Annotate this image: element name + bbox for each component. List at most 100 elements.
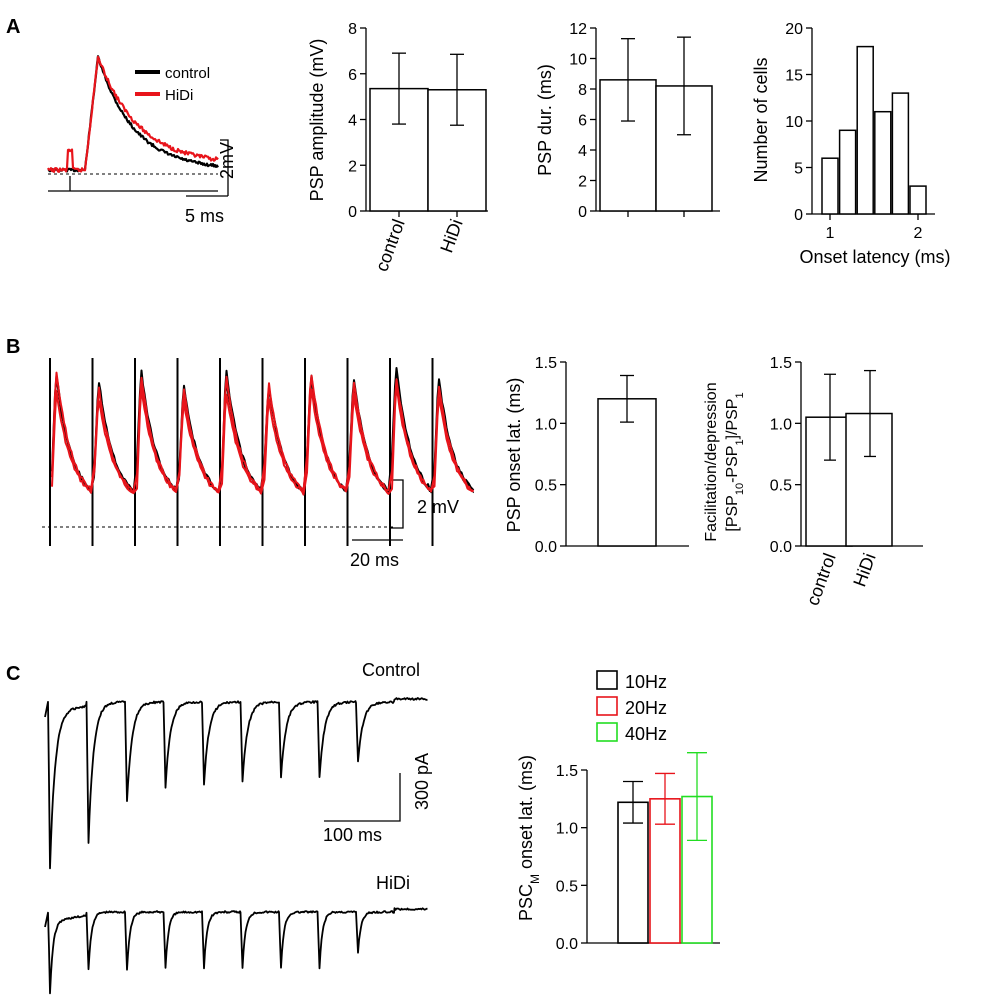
legend-control-label: control [165, 65, 210, 82]
y-tick-label: 6 [348, 67, 357, 84]
y-tick-label: 8 [348, 21, 357, 38]
facil-ylabel-part: 1 [734, 392, 746, 398]
chart-psp-duration: 0 2 4 6 8 10 12 PSP dur. (ms) [535, 21, 720, 221]
chart-facilitation-depression: 0.0 0.5 1.0 1.5 control HiDi [770, 355, 923, 608]
legend-label: 20Hz [625, 698, 667, 718]
bar [805, 416, 853, 547]
panel-label-c: C [6, 663, 20, 685]
trace-c-hidi-title: HiDi [376, 873, 410, 893]
y-tick-label: 5 [794, 161, 803, 178]
bar [845, 412, 893, 547]
y-tick-label: 10 [569, 52, 587, 69]
y-tick-label: 0.5 [770, 478, 792, 495]
psc-ylabel-part: PSC [516, 884, 536, 921]
legend-swatch [596, 722, 618, 742]
psc-ylabel-part: M [528, 874, 542, 884]
y-tick-label: 12 [569, 21, 587, 38]
y-tick-label: 1.0 [770, 416, 792, 433]
y-tick-label: 0 [794, 207, 803, 224]
y-axis-label: Number of cells [751, 57, 771, 182]
x-category-label: control [371, 217, 408, 275]
y-axis-label: PSP amplitude (mV) [307, 39, 327, 202]
trace-hidi [47, 55, 219, 173]
trace-b-scalebar-y [390, 479, 404, 529]
x-category-label: HiDi [849, 551, 879, 590]
facil-ylabel-line1: Facilitation/depression [703, 382, 720, 541]
chart-onset-histogram: 0 5 10 15 20 1 2 Onset latency (ms) Number of ce… [751, 21, 951, 267]
x-category-label: control [802, 551, 839, 609]
histogram-bar [856, 45, 874, 215]
bar-20Hz [649, 798, 681, 944]
trace-c: Control HiDi 100 ms 300 pA [44, 660, 432, 995]
chart-psp-amplitude: 0 2 4 6 8 control HiDi PSP amplitude (mV) [307, 21, 488, 274]
y-tick-label: 0 [348, 204, 357, 221]
y-tick-label: 1.5 [535, 355, 557, 372]
y-tick-label: 10 [785, 114, 803, 131]
legend-swatch [596, 696, 618, 716]
y-tick-label: 1.5 [770, 355, 792, 372]
trace-b: 2 mV 20 ms [42, 358, 475, 570]
histogram-bar [891, 92, 910, 215]
psc-ylabel: PSCM onset lat. (ms) [516, 755, 542, 921]
y-tick-label: 0 [578, 204, 587, 221]
x-category-label: HiDi [436, 217, 466, 256]
y-tick-label: 1.0 [535, 416, 557, 433]
trace-b-scale-y-label: 2 mV [417, 497, 459, 517]
trace-a: control HiDi 2mV 5 ms [47, 55, 237, 226]
trace-control [47, 55, 219, 173]
facil-ylabel-part: ]/PSP [724, 399, 741, 440]
legend-label: 40Hz [625, 724, 667, 744]
trace-c-hidi [44, 907, 428, 995]
trace-a-scalebar-y [220, 139, 229, 196]
facil-ylabel-line2: [PSP10-PSP1]/PSP1 [724, 392, 746, 531]
panel-label-b: B [6, 336, 20, 358]
y-tick-label: 0.0 [770, 539, 792, 556]
trace-b-scale-x-label: 20 ms [350, 550, 399, 570]
trace-c-scale-y-label: 300 pA [412, 753, 432, 810]
trace-a-scale-y-label: 2mV [217, 142, 237, 179]
facil-ylabel-part: [PSP [724, 495, 741, 531]
chart-psp-onset-latency: 0.0 0.5 1.0 1.5 PSP onset lat. (ms) [504, 355, 689, 556]
chart-psc-onset-latency: 0.0 0.5 1.0 1.5 10Hz 20Hz 40Hz [556, 670, 720, 953]
trace-c-control-title: Control [362, 660, 420, 680]
y-tick-label: 4 [348, 113, 357, 130]
x-tick-label: 2 [914, 225, 923, 242]
y-tick-label: 15 [785, 68, 803, 85]
trace-b-line [51, 371, 475, 493]
x-axis-label: Onset latency (ms) [799, 247, 950, 267]
histogram-bar [874, 110, 892, 215]
y-tick-label: 2 [578, 174, 587, 191]
trace-c-scale-x-label: 100 ms [323, 825, 382, 845]
y-tick-label: 0.0 [535, 539, 557, 556]
y-tick-label: 6 [578, 113, 587, 130]
legend-swatch [596, 670, 618, 690]
y-tick-label: 0.5 [556, 878, 578, 895]
trace-c-control [44, 697, 428, 870]
legend-hidi-label: HiDi [165, 87, 193, 104]
trace-c-scalebar [324, 773, 401, 822]
y-tick-label: 1.0 [556, 821, 578, 838]
panel-label-a: A [6, 16, 20, 38]
histogram-bar [821, 157, 839, 215]
histogram-bar [838, 129, 857, 215]
facil-ylabel-part: 1 [734, 439, 746, 445]
psc-ylabel-part: onset lat. (ms) [516, 755, 536, 874]
y-axis-label: PSP dur. (ms) [535, 64, 555, 176]
y-tick-label: 0.0 [556, 936, 578, 953]
legend-label: 10Hz [625, 672, 667, 692]
y-tick-label: 2 [348, 158, 357, 175]
y-tick-label: 8 [578, 82, 587, 99]
y-tick-label: 20 [785, 21, 803, 38]
bar [597, 398, 657, 547]
facil-ylabel-part: 10 [734, 483, 746, 495]
x-tick-label: 1 [826, 225, 835, 242]
y-tick-label: 1.5 [556, 763, 578, 780]
y-tick-label: 0.5 [535, 478, 557, 495]
facil-ylabel-part: -PSP [724, 446, 741, 483]
trace-a-scale-x-label: 5 ms [185, 206, 224, 226]
y-axis-label: PSP onset lat. (ms) [504, 378, 524, 533]
histogram-bar [909, 185, 927, 215]
y-tick-label: 4 [578, 143, 587, 160]
